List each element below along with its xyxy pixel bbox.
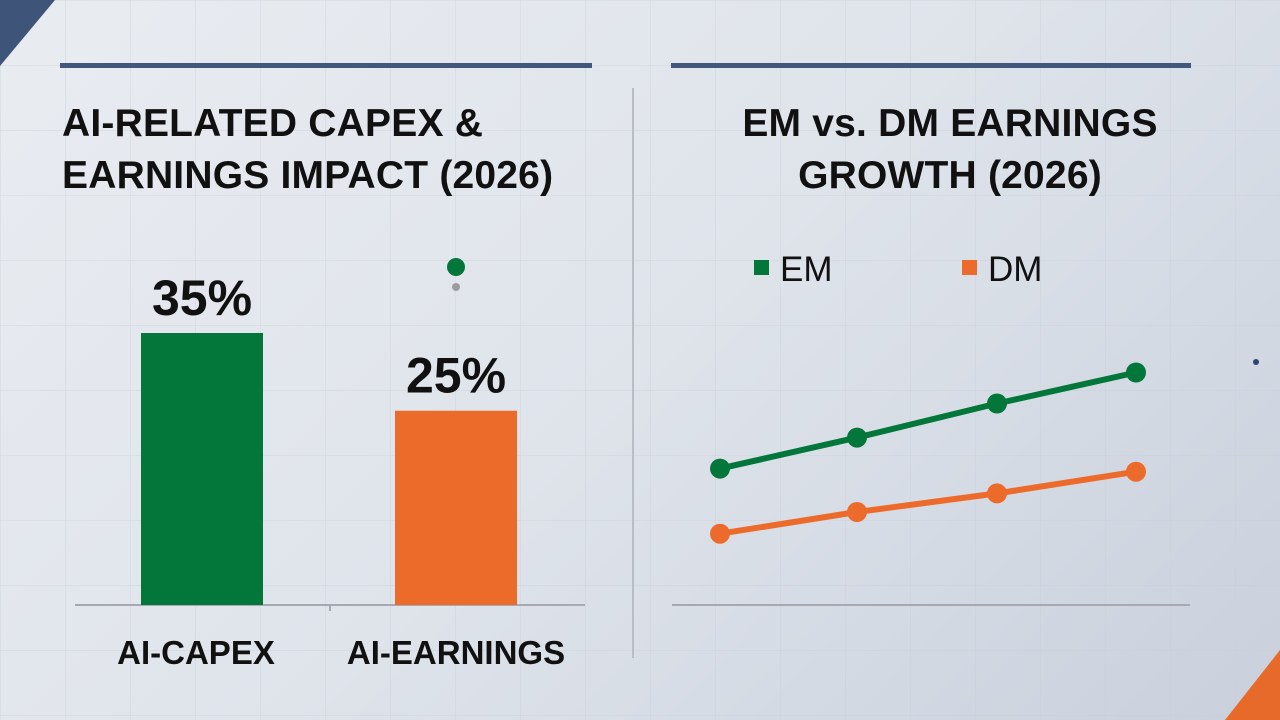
legend-swatch-dm [962, 260, 977, 275]
point-em [987, 393, 1007, 414]
legend-label: DM [988, 250, 1042, 289]
point-em [710, 458, 730, 479]
bar-chart-title: AI-RELATED CAPEX & EARNINGS IMPACT (2026… [62, 98, 553, 202]
line-em [717, 369, 1139, 472]
point-em [1126, 362, 1146, 383]
x-tick-label: AI-CAPEX [117, 634, 275, 671]
title-line: GROWTH (2026) [798, 154, 1102, 197]
right-accent-bar [671, 63, 1191, 68]
decor-dot [452, 283, 460, 291]
point-dm [987, 483, 1007, 504]
line-dm [717, 468, 1139, 537]
title-line: AI-RELATED CAPEX & [62, 102, 484, 145]
bar-data-label: 25% [406, 348, 506, 404]
title-line: EM vs. DM EARNINGS [742, 102, 1158, 145]
point-dm [1126, 461, 1146, 482]
point-em [847, 427, 867, 448]
corner-decoration [0, 0, 55, 66]
decor-dot [447, 258, 465, 276]
x-tick-label: AI-EARNINGS [347, 634, 565, 671]
left-accent-bar [60, 63, 592, 68]
bar-ai-capex [141, 333, 263, 605]
point-dm [847, 502, 867, 522]
decor-dot [1253, 359, 1259, 365]
point-dm [710, 523, 730, 544]
corner-decoration [1225, 650, 1280, 720]
panel-divider [632, 88, 634, 658]
bar-ai-earnings [395, 410, 517, 605]
legend-swatch-em [754, 260, 769, 275]
title-line: EARNINGS IMPACT (2026) [62, 154, 554, 197]
bar-data-label: 35% [152, 270, 252, 326]
line-chart-title: EM vs. DM EARNINGS GROWTH (2026) [660, 98, 1240, 202]
legend-label: EM [780, 250, 833, 289]
